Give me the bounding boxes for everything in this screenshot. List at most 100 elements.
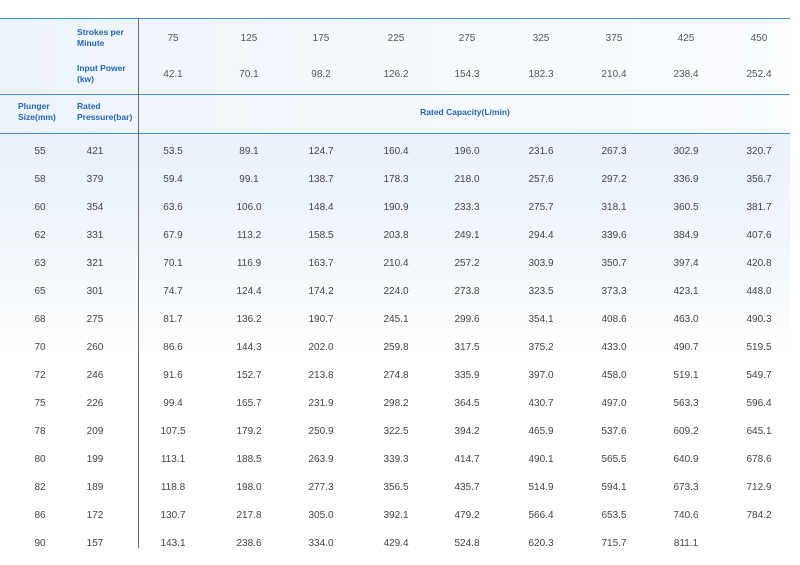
capacity-cell: 91.6	[163, 370, 183, 381]
plunger-size-cell: 58	[34, 174, 46, 185]
capacity-cell: 497.0	[601, 398, 627, 409]
capacity-cell: 356.5	[383, 482, 409, 493]
capacity-cell: 563.3	[673, 398, 699, 409]
capacity-cell: 490.3	[746, 314, 772, 325]
capacity-cell: 465.9	[528, 426, 554, 437]
capacity-cell: 124.7	[308, 146, 334, 157]
power-value: 126.2	[383, 69, 409, 80]
capacity-cell: 67.9	[163, 230, 183, 241]
capacity-cell: 360.5	[673, 202, 699, 213]
capacity-cell: 178.3	[383, 174, 409, 185]
plunger-size-cell: 72	[34, 370, 46, 381]
capacity-cell: 609.2	[673, 426, 699, 437]
capacity-cell: 107.5	[160, 426, 186, 437]
capacity-cell: 653.5	[601, 510, 627, 521]
strokes-value: 425	[677, 33, 695, 44]
capacity-cell: 231.9	[308, 398, 334, 409]
capacity-cell: 188.5	[236, 454, 262, 465]
rated-pressure-cell: 209	[86, 426, 104, 437]
rated-pressure-cell: 226	[86, 398, 104, 409]
plunger-size-cell: 78	[34, 426, 46, 437]
plunger-size-cell: 86	[34, 510, 46, 521]
rated-pressure-cell: 354	[86, 202, 104, 213]
capacity-cell: 245.1	[383, 314, 409, 325]
power-value: 182.3	[528, 69, 554, 80]
rated-capacity-label: Rated Capacity(L/min)	[420, 107, 510, 117]
capacity-cell: 433.0	[601, 342, 627, 353]
capacity-cell: 116.9	[236, 258, 262, 269]
capacity-cell: 259.8	[383, 342, 409, 353]
capacity-cell: 303.9	[528, 258, 554, 269]
capacity-cell: 130.7	[160, 510, 186, 521]
plunger-size-cell: 70	[34, 342, 46, 353]
capacity-cell: 375.2	[528, 342, 554, 353]
capacity-cell: 394.2	[454, 426, 480, 437]
capacity-cell: 86.6	[163, 342, 183, 353]
capacity-cell: 257.6	[528, 174, 554, 185]
rated-pressure-cell: 301	[86, 286, 104, 297]
strokes-value: 175	[312, 33, 330, 44]
capacity-cell: 673.3	[673, 482, 699, 493]
plunger-size-cell: 82	[34, 482, 46, 493]
capacity-cell: 99.4	[163, 398, 183, 409]
capacity-cell: 250.9	[308, 426, 334, 437]
capacity-cell: 364.5	[454, 398, 480, 409]
capacity-cell: 429.4	[383, 538, 409, 549]
capacity-cell: 407.6	[746, 230, 772, 241]
plunger-size-cell: 62	[34, 230, 46, 241]
capacity-cell: 392.1	[383, 510, 409, 521]
strokes-value: 125	[240, 33, 258, 44]
capacity-cell: 74.7	[163, 286, 183, 297]
rated-pressure-cell: 379	[86, 174, 104, 185]
capacity-cell: 448.0	[746, 286, 772, 297]
capacity-cell: 712.9	[746, 482, 772, 493]
strokes-value: 75	[167, 33, 179, 44]
capacity-cell: 138.7	[308, 174, 334, 185]
capacity-cell: 565.5	[601, 454, 627, 465]
capacity-cell: 384.9	[673, 230, 699, 241]
capacity-cell: 297.2	[601, 174, 627, 185]
rated-pressure-cell: 157	[86, 538, 104, 549]
capacity-cell: 715.7	[601, 538, 627, 549]
capacity-cell: 596.4	[746, 398, 772, 409]
capacity-cell: 430.7	[528, 398, 554, 409]
rated-pressure-cell: 189	[86, 482, 104, 493]
capacity-cell: 274.8	[383, 370, 409, 381]
plunger-size-cell: 63	[34, 258, 46, 269]
capacity-cell: 218.0	[454, 174, 480, 185]
power-value: 42.1	[163, 69, 183, 80]
capacity-cell: 414.7	[454, 454, 480, 465]
capacity-cell: 566.4	[528, 510, 554, 521]
capacity-cell: 99.1	[239, 174, 259, 185]
capacity-cell: 519.1	[673, 370, 699, 381]
capacity-cell: 249.1	[454, 230, 480, 241]
capacity-cell: 144.3	[236, 342, 262, 353]
capacity-cell: 238.6	[236, 538, 262, 549]
capacity-cell: 152.7	[236, 370, 262, 381]
capacity-cell: 620.3	[528, 538, 554, 549]
capacity-cell: 423.1	[673, 286, 699, 297]
rated-pressure-label: Rated Pressure(bar)	[77, 101, 133, 122]
capacity-cell: 160.4	[383, 146, 409, 157]
capacity-cell: 334.0	[308, 538, 334, 549]
body-background	[0, 134, 790, 359]
plunger-size-cell: 65	[34, 286, 46, 297]
capacity-cell: 148.4	[308, 202, 334, 213]
capacity-cell: 354.1	[528, 314, 554, 325]
rated-pressure-cell: 246	[86, 370, 104, 381]
capacity-cell: 323.5	[528, 286, 554, 297]
plunger-size-cell: 75	[34, 398, 46, 409]
capacity-cell: 143.1	[160, 538, 186, 549]
capacity-cell: 277.3	[308, 482, 334, 493]
top-rule	[0, 18, 790, 19]
capacity-cell: 336.9	[673, 174, 699, 185]
capacity-cell: 231.6	[528, 146, 554, 157]
capacity-cell: 106.0	[236, 202, 262, 213]
capacity-cell: 356.7	[746, 174, 772, 185]
rated-pressure-cell: 260	[86, 342, 104, 353]
capacity-cell: 224.0	[383, 286, 409, 297]
capacity-cell: 479.2	[454, 510, 480, 521]
capacity-cell: 179.2	[236, 426, 262, 437]
capacity-cell: 490.1	[528, 454, 554, 465]
